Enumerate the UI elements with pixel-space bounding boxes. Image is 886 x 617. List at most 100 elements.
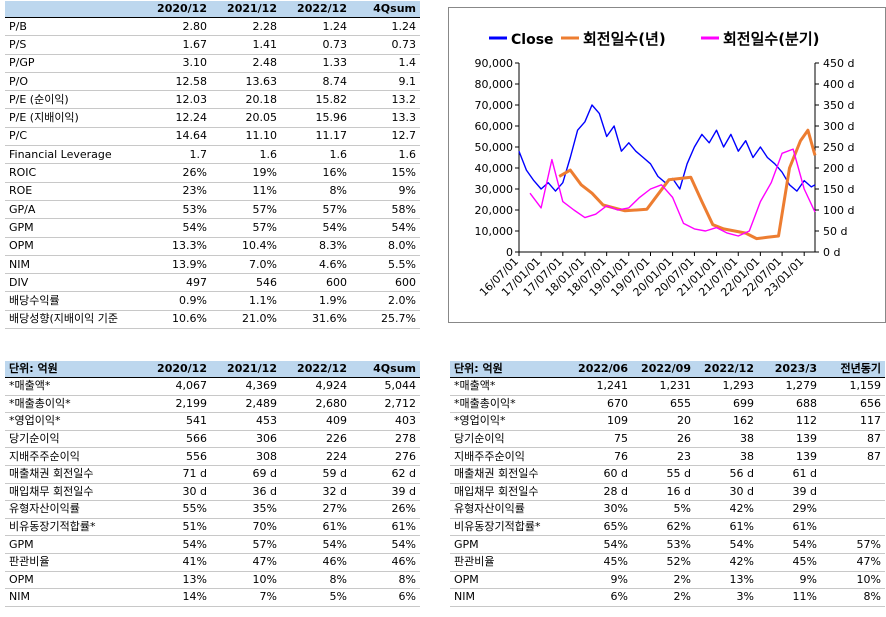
table-cell: 1.33 bbox=[281, 54, 351, 73]
column-header: 2022/12 bbox=[281, 361, 351, 378]
table-cell: 39 d bbox=[758, 483, 821, 502]
row-label: 배당수익률 bbox=[5, 291, 140, 311]
table-cell: 25.7% bbox=[351, 310, 420, 330]
table-cell: 2.0% bbox=[351, 291, 420, 311]
row-label: *영업이익* bbox=[5, 412, 140, 431]
column-header: 2023/3 bbox=[758, 361, 821, 378]
table-cell: 12.7 bbox=[351, 127, 420, 147]
table-cell: 656 bbox=[821, 395, 885, 414]
table-row: GPM 54% 57% 54% 54% bbox=[5, 218, 420, 238]
table-row: P/B 2.80 2.28 1.24 1.24 bbox=[5, 17, 420, 37]
table-row: *영업이익* 109 20 162 112 117 bbox=[450, 412, 885, 431]
table-cell: 57% bbox=[211, 218, 281, 238]
table-cell: 16% bbox=[281, 163, 351, 183]
table-cell: 16 d bbox=[632, 483, 695, 502]
row-label: 지배주주순이익 bbox=[450, 447, 570, 466]
table-cell: 10.4% bbox=[211, 237, 281, 256]
table-row: *매출총이익* 670 655 699 688 656 bbox=[450, 395, 885, 414]
y-left-tick-label: 50,000 bbox=[475, 141, 514, 154]
table-cell: 9.1 bbox=[351, 72, 420, 92]
column-header: 2020/12 bbox=[140, 1, 211, 18]
table-row: 매출채권 회전일수 71 d 69 d 59 d 62 d bbox=[5, 465, 420, 484]
table-row: GPM 54% 53% 54% 54% 57% bbox=[450, 535, 885, 554]
table-row: DIV 497 546 600 600 bbox=[5, 273, 420, 293]
table-cell: 55% bbox=[140, 500, 211, 519]
table-cell: 600 bbox=[281, 273, 351, 293]
table-row: 매입채무 회전일수 30 d 36 d 32 d 39 d bbox=[5, 483, 420, 502]
table-cell: 8.3% bbox=[281, 237, 351, 256]
table-cell: 13% bbox=[695, 571, 758, 590]
table-cell: 21.0% bbox=[211, 310, 281, 330]
table-cell: 0.73 bbox=[351, 35, 420, 55]
row-label: 비유동장기적합률* bbox=[5, 518, 140, 537]
row-label: P/S bbox=[5, 35, 140, 55]
legend-label: 회전일수(분기) bbox=[723, 30, 820, 48]
row-label: OPM bbox=[5, 237, 140, 256]
table-cell: 10% bbox=[211, 571, 281, 590]
row-label: 유형자산이익률 bbox=[450, 500, 570, 519]
table-cell: 162 bbox=[695, 412, 758, 431]
table-cell: 1.6 bbox=[281, 145, 351, 165]
table-cell: 54% bbox=[140, 218, 211, 238]
table-cell: 2.48 bbox=[211, 54, 281, 73]
row-label: GPM bbox=[5, 535, 140, 554]
price-chart: 0 10,000 20,000 30,000 40,000 50,000 60,000 70,… bbox=[448, 7, 886, 323]
table-cell: 2,680 bbox=[281, 395, 351, 414]
table-row: NIM 13.9% 7.0% 4.6% 5.5% bbox=[5, 255, 420, 275]
row-label: 매입채무 회전일수 bbox=[5, 483, 140, 502]
table-cell: 46% bbox=[281, 553, 351, 572]
row-label: GPM bbox=[450, 535, 570, 554]
row-label: 배당성향(지배이익 기준 bbox=[5, 310, 140, 330]
table-row: NIM 14% 7% 5% 6% bbox=[5, 588, 420, 607]
table-cell: 1,293 bbox=[695, 377, 758, 396]
table-cell: 1,231 bbox=[632, 377, 695, 396]
legend-label: 회전일수(년) bbox=[583, 30, 666, 48]
table-cell: 1.24 bbox=[281, 17, 351, 37]
legend-label: Close bbox=[511, 32, 554, 48]
table-cell: 0.9% bbox=[140, 291, 211, 311]
y-right-tick-label: 200 d bbox=[823, 162, 854, 175]
table-cell: 12.24 bbox=[140, 108, 211, 128]
table-cell: 13.3% bbox=[140, 237, 211, 256]
table-cell: 8% bbox=[281, 571, 351, 590]
table-cell bbox=[821, 483, 885, 502]
column-header: 2022/12 bbox=[281, 1, 351, 18]
y-left-tick-label: 40,000 bbox=[475, 162, 514, 175]
table-cell: 62 d bbox=[351, 465, 420, 484]
table-row: 매입채무 회전일수 28 d 16 d 30 d 39 d bbox=[450, 483, 885, 502]
row-label: *매출총이익* bbox=[450, 395, 570, 414]
column-header: 2020/12 bbox=[140, 361, 211, 378]
quarterly-financials-table: 단위: 억원 2022/06 2022/09 2022/12 2023/3 전년동기 *매출… bbox=[450, 361, 885, 607]
table-cell bbox=[821, 500, 885, 519]
y-right-tick-label: 250 d bbox=[823, 141, 854, 154]
table-header-row: 단위: 억원 2020/12 2021/12 2022/12 4Qsum bbox=[5, 361, 420, 378]
table-cell: 51% bbox=[140, 518, 211, 537]
table-cell: 75 bbox=[570, 430, 632, 449]
table-cell: 57% bbox=[211, 200, 281, 220]
row-label: 비유동장기적합률* bbox=[450, 518, 570, 537]
table-cell: 2% bbox=[632, 571, 695, 590]
table-cell: 53% bbox=[632, 535, 695, 554]
table-row: P/E (지배이익) 12.24 20.05 15.96 13.3 bbox=[5, 108, 420, 128]
table-cell: 9% bbox=[351, 182, 420, 201]
table-row: 배당성향(지배이익 기준 10.6% 21.0% 31.6% 25.7% bbox=[5, 310, 420, 330]
table-cell: 30% bbox=[570, 500, 632, 519]
table-row: 지배주주순이익 76 23 38 139 87 bbox=[450, 447, 885, 466]
table-cell: 5% bbox=[281, 588, 351, 607]
table-cell: 54% bbox=[758, 535, 821, 554]
table-header-row: 2020/12 2021/12 2022/12 4Qsum bbox=[5, 1, 420, 18]
table-cell: 39 d bbox=[351, 483, 420, 502]
table-row: 판관비율 45% 52% 42% 45% 47% bbox=[450, 553, 885, 572]
table-cell: 8% bbox=[281, 182, 351, 201]
table-cell: 226 bbox=[281, 430, 351, 449]
table-cell: 1,159 bbox=[821, 377, 885, 396]
y-right-tick-label: 450 d bbox=[823, 57, 854, 70]
table-cell: 600 bbox=[351, 273, 420, 293]
table-cell: 541 bbox=[140, 412, 211, 431]
row-label: *매출액* bbox=[450, 377, 570, 396]
table-row: P/GP 3.10 2.48 1.33 1.4 bbox=[5, 54, 420, 73]
table-cell: 56 d bbox=[695, 465, 758, 484]
table-cell: 30 d bbox=[140, 483, 211, 502]
table-cell: 308 bbox=[211, 447, 281, 466]
table-cell: 655 bbox=[632, 395, 695, 414]
